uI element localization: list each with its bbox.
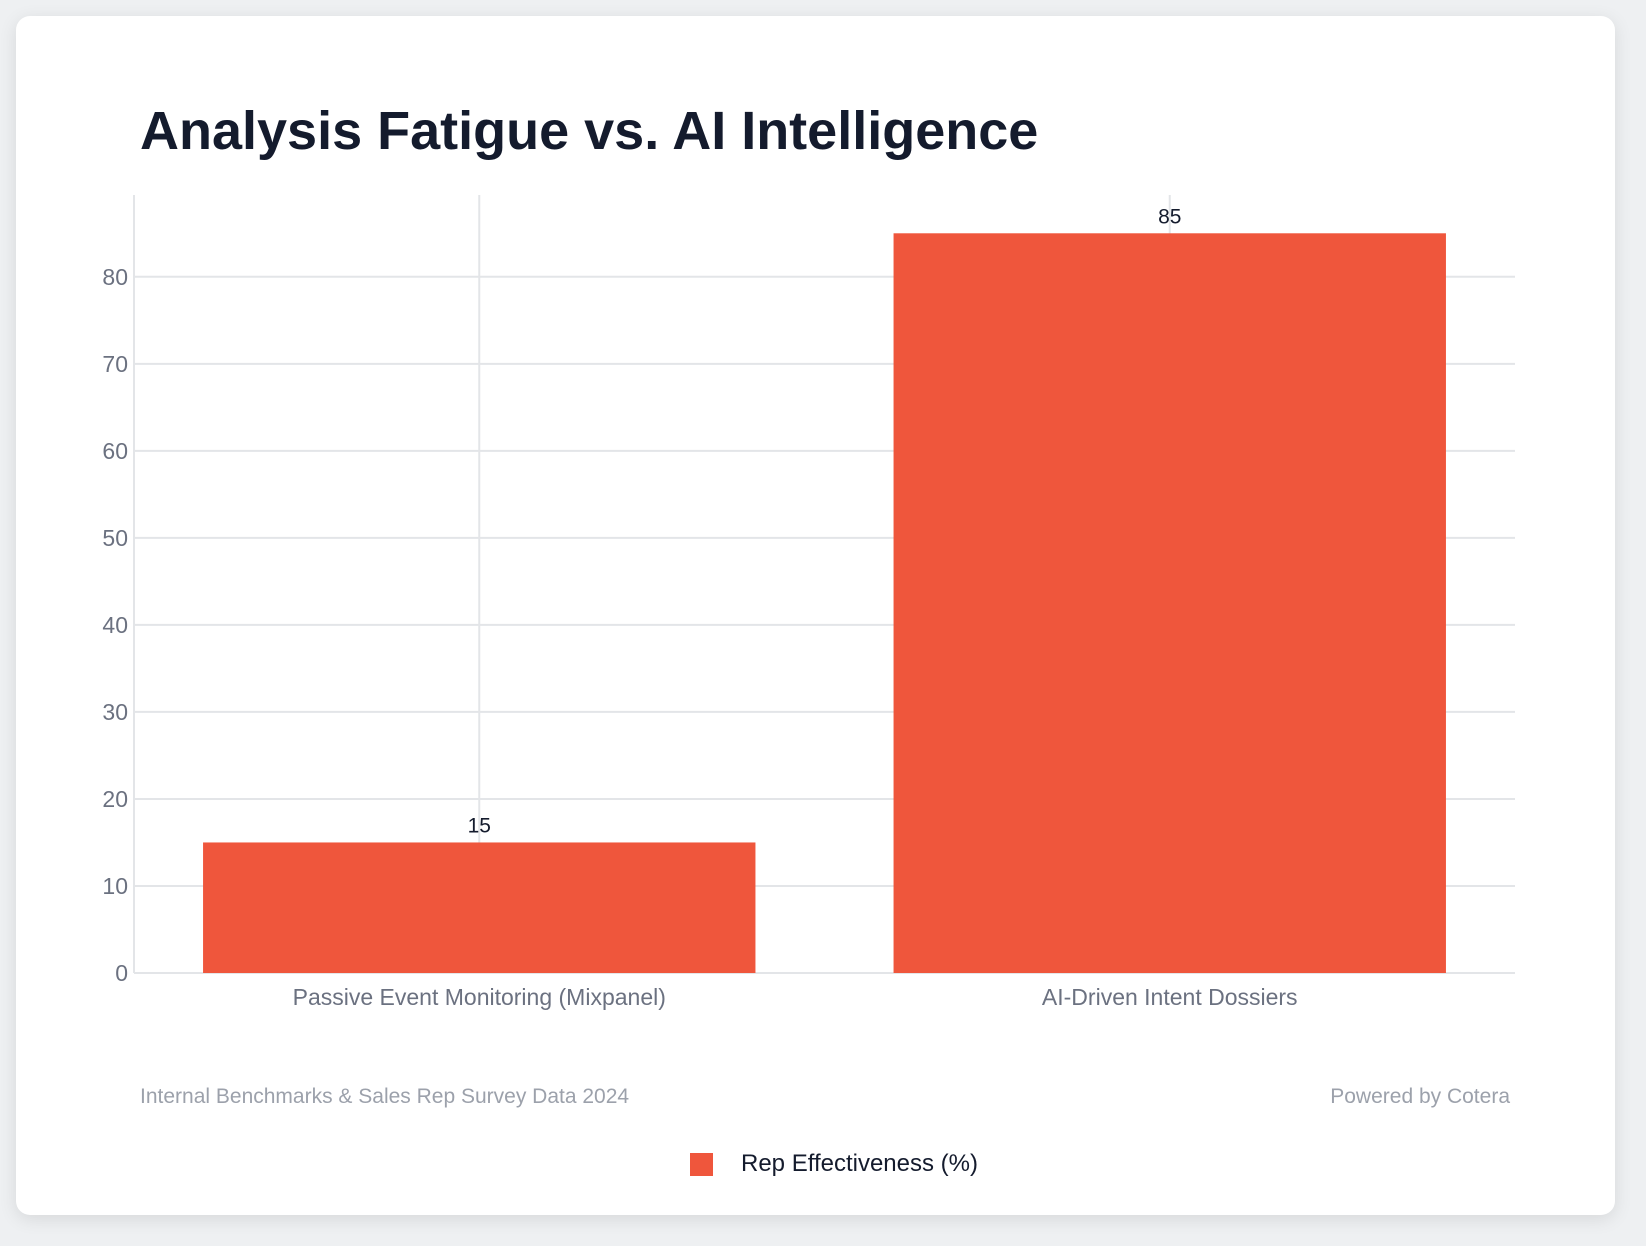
- powered-by[interactable]: Powered by Cotera: [1330, 1085, 1510, 1108]
- y-tick-label: 30: [102, 699, 128, 725]
- legend-label: Rep Effectiveness (%): [741, 1150, 978, 1177]
- y-tick-label: 50: [102, 525, 128, 551]
- y-tick-label: 70: [102, 351, 128, 377]
- bar[interactable]: [893, 233, 1446, 973]
- y-tick-label: 20: [102, 786, 128, 812]
- legend-swatch: [690, 1152, 713, 1176]
- x-tick-label: AI-Driven Intent Dossiers: [1042, 984, 1298, 1010]
- y-tick-label: 80: [102, 264, 128, 290]
- y-tick-label: 10: [102, 873, 128, 899]
- y-tick-label: 40: [102, 612, 128, 638]
- data-label: 15: [468, 814, 491, 837]
- y-tick-label: 0: [115, 960, 128, 986]
- bar[interactable]: [203, 842, 756, 973]
- legend[interactable]: Rep Effectiveness (%): [690, 1150, 978, 1178]
- y-tick-label: 60: [102, 438, 128, 464]
- x-tick-label: Passive Event Monitoring (Mixpanel): [293, 984, 666, 1010]
- chart-title: Analysis Fatigue vs. AI Intelligence: [140, 101, 1039, 161]
- source-note: Internal Benchmarks & Sales Rep Survey D…: [140, 1085, 630, 1108]
- data-label: 85: [1158, 205, 1181, 228]
